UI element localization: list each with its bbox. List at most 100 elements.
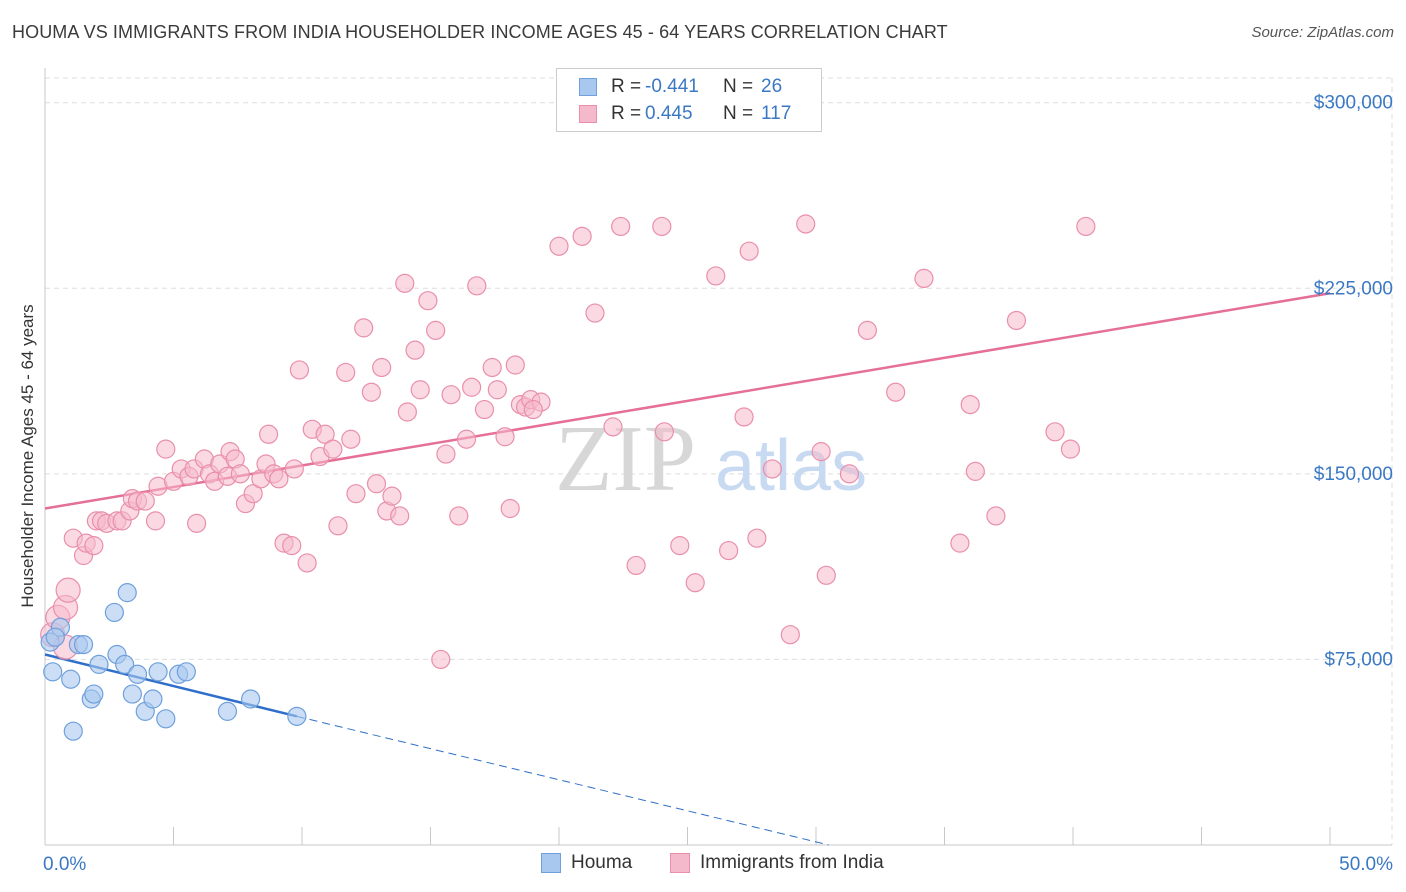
- r-value: 0.445: [645, 103, 693, 124]
- houma-point: [84, 684, 104, 704]
- chart-title: HOUMA VS IMMIGRANTS FROM INDIA HOUSEHOLD…: [12, 22, 948, 42]
- india-point: [960, 394, 980, 415]
- houma-point: [104, 602, 124, 623]
- houma-point: [156, 709, 176, 729]
- houma-point: [115, 654, 135, 674]
- trend-lines: [44, 292, 1331, 846]
- india-point: [243, 484, 263, 504]
- n-value: 117: [761, 103, 792, 124]
- india-point: [462, 377, 482, 397]
- india-point: [341, 429, 361, 449]
- correlation-legend: R = -0.441 N = 26 R = 0.445 N = 117: [556, 68, 822, 132]
- india-point: [418, 291, 438, 311]
- india-swatch: [579, 105, 597, 123]
- india-point: [549, 236, 569, 256]
- india-point: [487, 380, 507, 400]
- houma-point: [43, 662, 63, 682]
- india-point: [1060, 439, 1081, 459]
- watermark: ZIP atlas: [555, 407, 867, 511]
- houma-point: [127, 664, 148, 684]
- india-point: [282, 536, 302, 556]
- houma-legend-swatch: [541, 853, 561, 873]
- india-point: [258, 424, 279, 444]
- n-label: N =: [723, 76, 754, 97]
- legend-row-houma: R = -0.441 N = 26: [579, 74, 782, 100]
- houma-point: [63, 721, 83, 741]
- india-point: [135, 491, 155, 511]
- grid-lines: [45, 77, 1393, 845]
- india-point: [505, 355, 525, 375]
- india-legend-label: Immigrants from India: [700, 852, 884, 873]
- india-point: [747, 528, 767, 548]
- india-point: [84, 536, 104, 556]
- y-tick-label: $150,000: [1314, 464, 1393, 485]
- india-point: [361, 382, 381, 402]
- houma-point: [176, 662, 196, 682]
- india-point: [405, 340, 425, 360]
- india-point: [811, 442, 831, 462]
- y-tick-label: $300,000: [1314, 93, 1393, 114]
- houma-point: [241, 689, 261, 709]
- india-point: [354, 318, 374, 338]
- india-point: [495, 427, 515, 447]
- india-point: [474, 399, 495, 420]
- houma-point: [73, 634, 94, 655]
- watermark-zip: ZIP: [555, 407, 696, 511]
- india-point: [611, 216, 631, 237]
- india-point: [366, 474, 387, 494]
- x-tick-label-min: 0.0%: [43, 854, 86, 875]
- india-point: [739, 241, 759, 261]
- tick-labels: $75,000 $150,000 $225,000 $300,000 0.0% 50.0%…: [18, 93, 1393, 875]
- india-point: [523, 399, 543, 420]
- legend-item-houma[interactable]: Houma: [541, 852, 632, 874]
- india-point: [269, 469, 289, 489]
- india-point: [372, 357, 392, 378]
- india-point: [323, 439, 343, 459]
- y-axis-label: Householder Income Ages 45 - 64 years: [18, 304, 37, 607]
- india-point: [315, 424, 335, 444]
- india-point: [1076, 216, 1096, 237]
- india-point: [719, 540, 739, 561]
- houma-legend-label: Houma: [571, 852, 633, 873]
- india-point: [410, 380, 430, 400]
- india-point: [390, 506, 410, 526]
- houma-point: [89, 654, 109, 674]
- houma-point: [117, 583, 137, 603]
- houma-point: [217, 701, 238, 721]
- houma-point: [143, 689, 163, 709]
- india-point: [456, 429, 477, 449]
- india-point: [449, 506, 469, 526]
- y-tick-label: $225,000: [1314, 278, 1393, 299]
- india-point: [55, 577, 81, 603]
- india-point: [382, 486, 402, 506]
- india-point: [441, 385, 461, 405]
- india-point: [230, 464, 250, 484]
- india-point: [336, 362, 356, 383]
- india-point: [886, 382, 906, 402]
- houma-swatch: [579, 78, 597, 96]
- india-point: [762, 459, 782, 479]
- india-point: [950, 533, 970, 553]
- houma-points: [40, 583, 307, 741]
- legend-item-india[interactable]: Immigrants from India: [670, 852, 884, 874]
- india-point: [670, 536, 690, 556]
- r-label: R =: [611, 103, 642, 124]
- india-legend-swatch: [670, 853, 690, 873]
- x-tick-label-max: 50.0%: [1339, 854, 1393, 875]
- india-point: [1006, 310, 1027, 331]
- n-label: N =: [723, 103, 754, 124]
- india-point: [572, 226, 592, 246]
- india-point: [780, 625, 800, 645]
- legend-row-india: R = 0.445 N = 117: [579, 101, 791, 127]
- india-point: [346, 484, 366, 504]
- houma-trend-extension: [296, 715, 829, 846]
- india-point: [397, 402, 417, 422]
- india-point: [284, 459, 304, 479]
- source-credit: Source: ZipAtlas.com: [1251, 24, 1394, 41]
- houma-point: [122, 684, 142, 704]
- india-point: [986, 506, 1006, 526]
- n-value: 26: [761, 76, 783, 97]
- india-point: [857, 320, 878, 340]
- india-point: [796, 214, 816, 234]
- india-point: [145, 511, 166, 531]
